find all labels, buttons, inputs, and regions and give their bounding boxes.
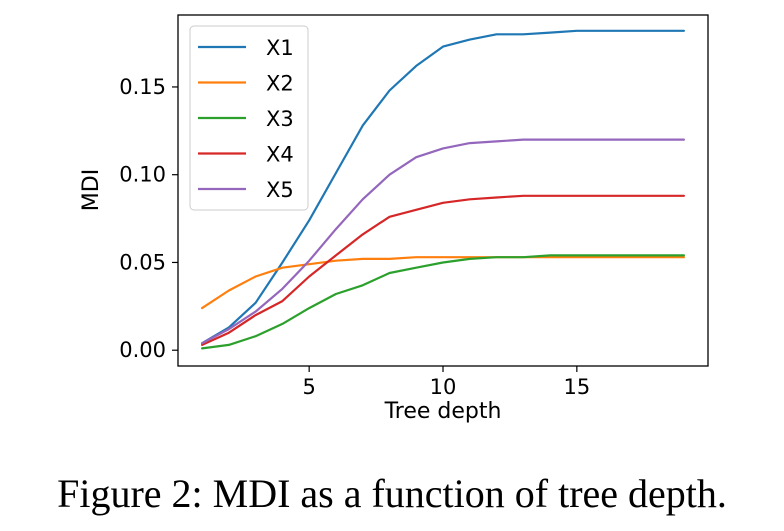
series-line-x1 bbox=[201, 29, 686, 345]
x-axis-label: Tree depth bbox=[384, 399, 502, 424]
legend-label-x1: X1 bbox=[266, 36, 294, 60]
legend: X1 X2 X3 X4 X5 bbox=[189, 25, 309, 211]
series-line-x5 bbox=[201, 138, 686, 345]
y-axis-label: MDI bbox=[79, 169, 104, 211]
y-tick-label: 0.10 bbox=[119, 163, 166, 187]
x-tick-label: 15 bbox=[563, 375, 590, 399]
x-axis-ticks: 5 10 15 bbox=[302, 366, 590, 399]
series-line-x3 bbox=[201, 254, 686, 350]
x-tick-label: 10 bbox=[430, 375, 457, 399]
y-axis-ticks: 0.00 0.05 0.10 0.15 bbox=[119, 75, 178, 362]
plot-area bbox=[201, 29, 686, 350]
legend-label-x5: X5 bbox=[266, 178, 294, 202]
y-tick-label: 0.00 bbox=[119, 338, 166, 362]
legend-label-x2: X2 bbox=[266, 72, 294, 96]
legend-box bbox=[189, 25, 309, 211]
legend-label-x3: X3 bbox=[266, 107, 294, 131]
series-line-x2 bbox=[201, 256, 686, 310]
legend-label-x4: X4 bbox=[266, 143, 294, 167]
figure-caption: Figure 2: MDI as a function of tree dept… bbox=[57, 471, 727, 516]
y-tick-label: 0.05 bbox=[119, 250, 166, 274]
x-tick-label: 5 bbox=[302, 375, 315, 399]
y-tick-label: 0.15 bbox=[119, 75, 166, 99]
series-line-x4 bbox=[201, 194, 686, 346]
mdi-line-chart: 5 10 15 0.00 0.05 0.10 0.15 Tree depth MDI X1… bbox=[79, 14, 709, 424]
